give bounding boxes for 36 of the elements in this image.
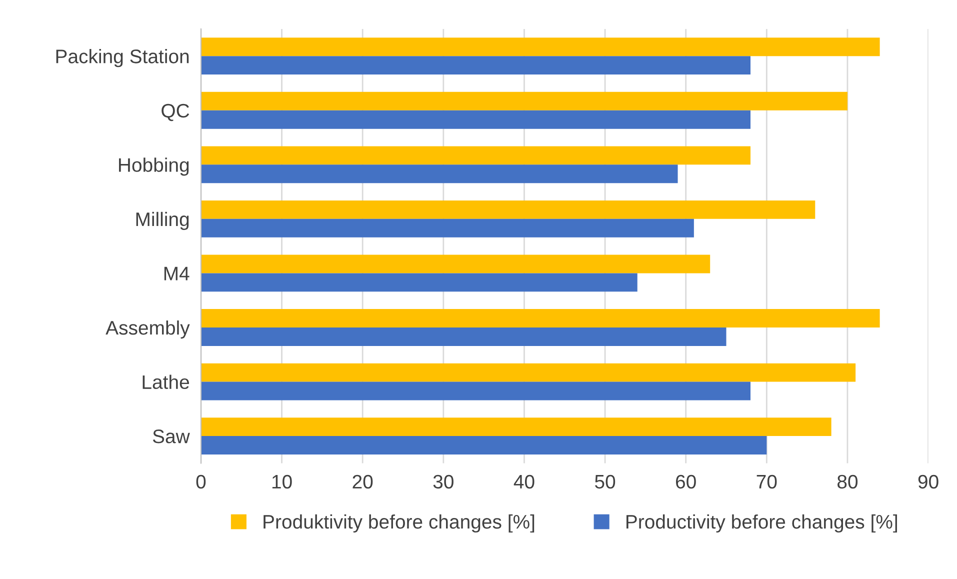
- y-tick-label: M4: [164, 266, 190, 280]
- bar: [200, 436, 767, 455]
- x-tick-label: 30: [433, 474, 454, 489]
- bar: [200, 363, 856, 382]
- y-tick-label: Hobbing: [119, 158, 189, 176]
- y-tick-label: Packing Station: [56, 49, 189, 68]
- x-tick-label: 10: [272, 474, 292, 489]
- bar: [200, 254, 710, 274]
- x-tick-label: 50: [595, 474, 616, 489]
- bar: [200, 110, 750, 129]
- bar: [200, 146, 750, 165]
- x-tick-label: 40: [514, 474, 534, 489]
- y-tick-label: Lathe: [142, 374, 189, 390]
- legend-label: Productivity before changes [%]: [626, 514, 897, 533]
- y-tick-label: Assembly: [106, 320, 190, 339]
- bar: [200, 309, 880, 328]
- x-tick-label: 0: [196, 474, 206, 489]
- bar: [200, 382, 750, 400]
- bar: [200, 38, 880, 56]
- y-tick-label: Milling: [136, 212, 189, 230]
- bar: [200, 200, 816, 219]
- x-tick-label: 60: [676, 474, 696, 489]
- bar: [200, 327, 726, 346]
- legend-label: Produktivity before changes [%]: [264, 514, 534, 533]
- x-tick-label: 80: [838, 474, 858, 489]
- bar: [200, 164, 678, 184]
- y-tick-label: Saw: [152, 430, 190, 444]
- bar: [200, 418, 832, 436]
- x-tick-label: 70: [756, 474, 777, 489]
- x-tick-label: 90: [918, 474, 938, 489]
- bar: [200, 92, 848, 110]
- bar: [200, 218, 694, 238]
- x-tick-label: 20: [352, 474, 373, 489]
- bar: [200, 273, 638, 292]
- y-tick-label: QC: [162, 104, 190, 122]
- bar: [200, 56, 750, 75]
